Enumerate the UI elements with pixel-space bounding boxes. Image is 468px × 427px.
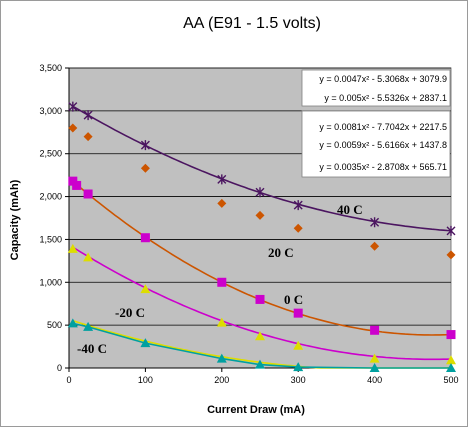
- series-label: 40 C: [337, 202, 363, 217]
- data-point: [255, 294, 265, 304]
- y-tick-label: 3,500: [39, 63, 62, 73]
- x-tick-label: 200: [214, 375, 229, 385]
- y-axis-title: Capacity (mAh): [9, 179, 21, 260]
- trend-line: [72, 246, 452, 361]
- data-point: [68, 123, 78, 133]
- equation-box: [301, 110, 451, 178]
- data-point: [446, 363, 456, 372]
- data-point: [370, 241, 380, 251]
- data-point: [293, 200, 303, 211]
- data-point: [83, 321, 94, 331]
- x-tick-label: 500: [443, 375, 458, 385]
- x-tick-label: 100: [138, 375, 153, 385]
- data-point: [293, 308, 303, 318]
- y-tick-label: 1,000: [39, 277, 62, 287]
- data-point: [140, 338, 151, 348]
- y-tick-label: 3,000: [39, 106, 62, 116]
- data-point: [67, 318, 78, 328]
- trend-line: [72, 105, 452, 232]
- data-point: [293, 340, 304, 350]
- data-point: [83, 252, 94, 262]
- x-tick-label: 0: [66, 375, 71, 385]
- equation-box: [301, 69, 451, 107]
- data-point: [370, 217, 380, 228]
- trend-line: [72, 322, 451, 369]
- data-point: [446, 225, 456, 236]
- data-point: [216, 353, 227, 363]
- data-point: [140, 233, 150, 243]
- data-point: [255, 359, 265, 369]
- data-point: [67, 243, 78, 253]
- trendline-equation: y = 0.0047x² - 5.3068x + 3079.9: [319, 74, 447, 84]
- data-point: [83, 132, 93, 142]
- y-tick-label: 1,500: [39, 234, 62, 244]
- data-point: [369, 363, 380, 372]
- data-point: [255, 210, 265, 220]
- data-point: [255, 187, 265, 198]
- data-point: [217, 277, 227, 287]
- y-tick-label: 500: [47, 320, 62, 330]
- y-tick-label: 2,000: [39, 192, 62, 202]
- y-tick-label: 2,500: [39, 149, 62, 159]
- data-point: [217, 174, 227, 185]
- data-point: [446, 330, 456, 340]
- series-label: -40 C: [77, 341, 107, 356]
- data-point: [446, 250, 456, 260]
- trendline-equation: y = 0.0081x² - 7.7042x + 2217.5: [319, 122, 447, 132]
- chart-title: AA (E91 - 1.5 volts): [183, 15, 321, 32]
- data-point: [293, 223, 303, 233]
- data-point: [446, 355, 456, 365]
- trendline-equation: y = 0.005x² - 5.5326x + 2837.1: [324, 93, 447, 103]
- plot-area: 0 500 1,000 1,500 2,000 2,500 3,000 3,500 0 100 20…: [39, 63, 458, 385]
- data-point: [140, 284, 151, 294]
- trendline-equation: y = 0.0035x² - 2.8708x + 565.71: [319, 162, 447, 172]
- data-point: [370, 325, 380, 335]
- data-point: [140, 163, 150, 173]
- series-label: 20 C: [268, 245, 294, 260]
- data-point: [83, 189, 93, 199]
- data-point: [68, 101, 78, 112]
- data-point: [83, 110, 93, 121]
- data-point: [217, 198, 227, 208]
- x-axis-title: Current Draw (mA): [207, 404, 305, 416]
- data-point: [293, 362, 304, 372]
- series-label: -20 C: [115, 305, 145, 320]
- y-tick-label: 0: [57, 363, 62, 373]
- x-tick-label: 300: [291, 375, 306, 385]
- series-label: 0 C: [284, 292, 303, 307]
- x-tick-label: 400: [367, 375, 382, 385]
- data-point: [369, 353, 380, 363]
- trendline-equation: y = 0.0059x² - 5.6166x + 1437.8: [319, 140, 447, 150]
- data-point: [72, 180, 82, 190]
- data-point: [140, 140, 150, 151]
- data-point: [216, 317, 227, 327]
- data-point: [255, 331, 265, 341]
